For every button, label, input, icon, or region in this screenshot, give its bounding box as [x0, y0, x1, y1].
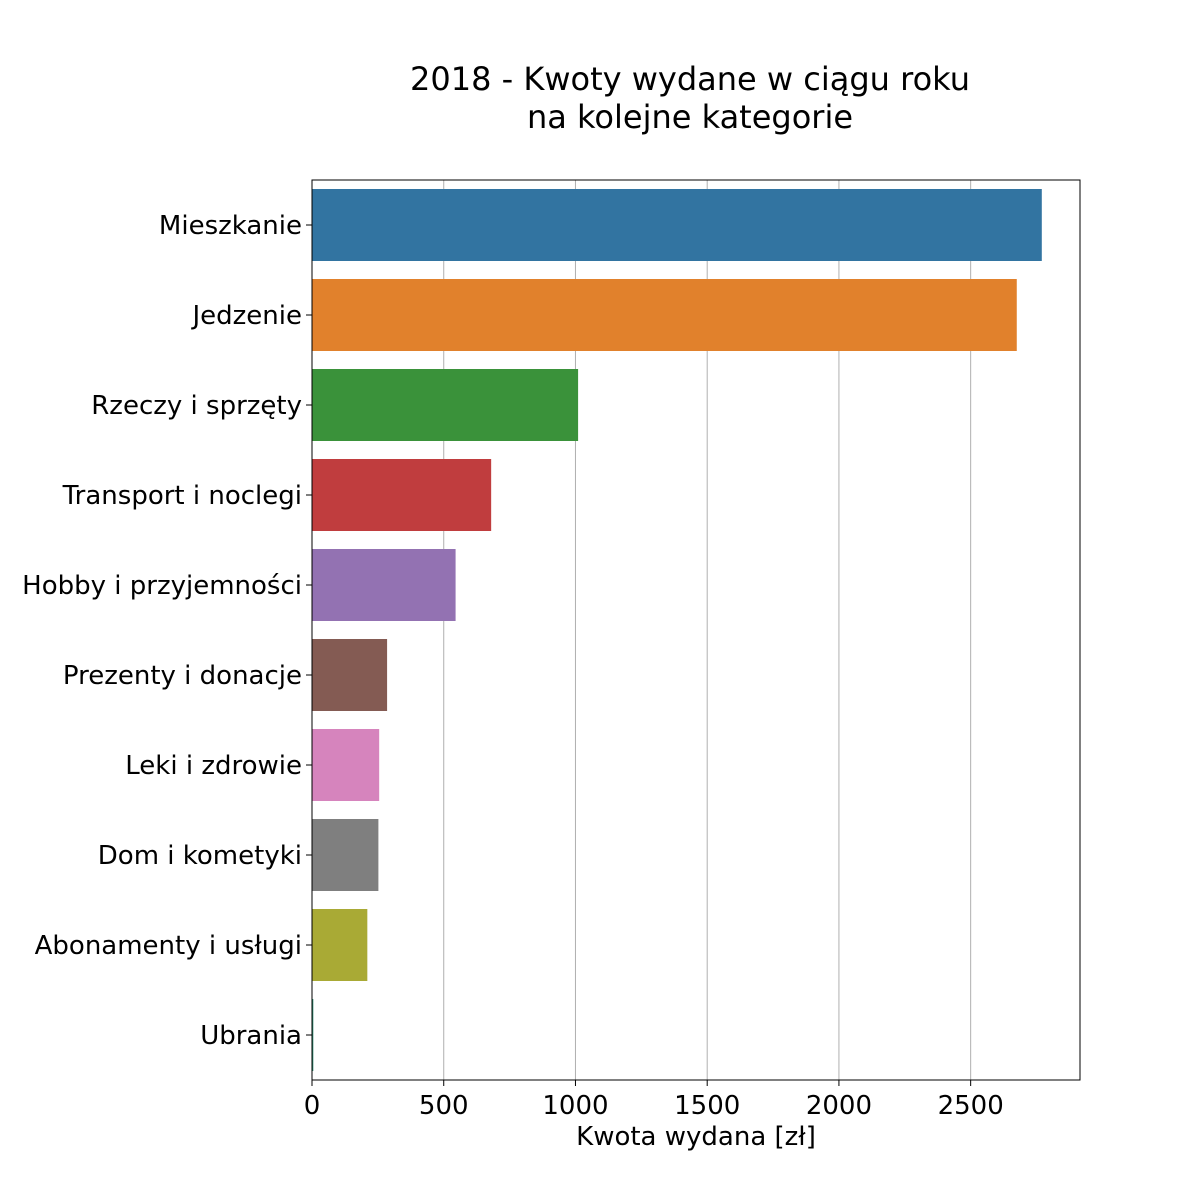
y-tick-label: Transport i noclegi — [62, 481, 302, 511]
x-tick-label: 1500 — [674, 1091, 740, 1121]
y-tick-label: Leki i zdrowie — [125, 751, 302, 781]
bar-5 — [312, 639, 388, 711]
bar-3 — [312, 459, 492, 531]
title-line-2: na kolejne kategorie — [527, 98, 853, 136]
plot-frame — [311, 179, 1081, 1081]
x-tick-label: 2500 — [938, 1091, 1004, 1121]
bar-1 — [312, 279, 1017, 351]
x-tick-label: 1000 — [542, 1091, 608, 1121]
bar-4 — [312, 549, 456, 621]
x-tick-label: 500 — [419, 1091, 469, 1121]
y-tick-label: Rzeczy i sprzęty — [91, 391, 302, 421]
y-tick-label: Abonamenty i usługi — [35, 931, 302, 961]
title-line-1: 2018 - Kwoty wydane w ciągu roku — [410, 60, 970, 98]
x-tick-label: 0 — [304, 1091, 321, 1121]
y-tick-label: Prezenty i donacje — [63, 661, 302, 691]
y-tick-label: Mieszkanie — [159, 211, 302, 241]
y-tick-labels: Mieszkanie Jedzenie Rzeczy i sprzęty Transp… — [22, 211, 312, 1051]
bar-6 — [312, 729, 380, 801]
y-tick-label: Ubrania — [200, 1021, 302, 1051]
x-tick-labels: 0 500 1000 1500 2000 2500 — [304, 1080, 1004, 1121]
x-tick-label: 2000 — [806, 1091, 872, 1121]
bar-7 — [312, 819, 379, 891]
y-tick-label: Hobby i przyjemności — [22, 571, 302, 601]
bar-8 — [312, 909, 368, 981]
chart-title: 2018 - Kwoty wydane w ciągu roku na kole… — [410, 60, 970, 136]
y-tick-label: Jedzenie — [190, 301, 302, 331]
bars — [312, 189, 1042, 1071]
x-axis-label: Kwota wydana [zł] — [576, 1122, 816, 1152]
y-tick-label: Dom i kometyki — [98, 841, 302, 871]
bar-9 — [312, 999, 314, 1071]
bar-0 — [312, 189, 1042, 261]
bar-2 — [312, 369, 579, 441]
